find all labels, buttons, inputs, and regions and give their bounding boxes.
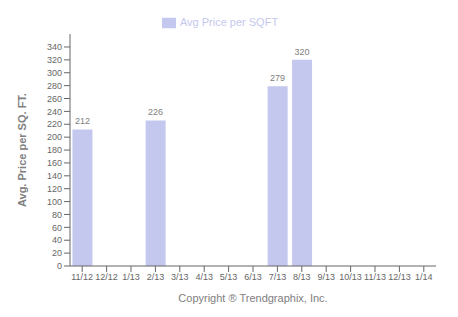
- svg-text:6/13: 6/13: [244, 272, 262, 282]
- svg-text:Avg. Price per SQ. FT.: Avg. Price per SQ. FT.: [16, 93, 28, 207]
- svg-text:340: 340: [47, 42, 62, 52]
- svg-text:12/13: 12/13: [388, 272, 411, 282]
- html-text:Avg Price per SQFT: Avg Price per SQFT: [179, 16, 279, 28]
- svg-text:180: 180: [47, 145, 62, 155]
- svg-text:100: 100: [47, 197, 62, 207]
- svg-text:240: 240: [47, 107, 62, 117]
- svg-text:226: 226: [148, 107, 163, 117]
- svg-text:300: 300: [47, 68, 62, 78]
- svg-text:3/13: 3/13: [171, 272, 189, 282]
- svg-text:120: 120: [47, 184, 62, 194]
- svg-text:320: 320: [47, 55, 62, 65]
- svg-text:320: 320: [295, 47, 310, 57]
- svg-text:1/14: 1/14: [415, 272, 433, 282]
- svg-text:200: 200: [47, 132, 62, 142]
- svg-text:10/13: 10/13: [339, 272, 362, 282]
- svg-text:9/13: 9/13: [317, 272, 335, 282]
- svg-text:11/13: 11/13: [364, 272, 386, 282]
- svg-text:5/13: 5/13: [220, 272, 238, 282]
- svg-text:4/13: 4/13: [195, 272, 213, 282]
- svg-text:80: 80: [52, 210, 62, 220]
- svg-text:140: 140: [47, 171, 62, 181]
- svg-text:220: 220: [47, 119, 62, 129]
- svg-text:Copyright ® Trendgraphix, Inc.: Copyright ® Trendgraphix, Inc.: [178, 292, 327, 304]
- svg-text:0: 0: [57, 261, 62, 271]
- svg-text:60: 60: [52, 223, 62, 233]
- svg-text:280: 280: [47, 81, 62, 91]
- svg-text:40: 40: [52, 235, 62, 245]
- svg-text:2/13: 2/13: [147, 272, 165, 282]
- svg-text:7/13: 7/13: [269, 272, 287, 282]
- svg-text:20: 20: [52, 248, 62, 258]
- svg-text:279: 279: [270, 73, 285, 83]
- svg-text:212: 212: [75, 116, 90, 126]
- svg-text:8/13: 8/13: [293, 272, 311, 282]
- svg-text:12/12: 12/12: [95, 272, 118, 282]
- svg-text:260: 260: [47, 94, 62, 104]
- svg-text:160: 160: [47, 158, 62, 168]
- svg-text:1/13: 1/13: [122, 272, 140, 282]
- svg-text:11/12: 11/12: [71, 272, 93, 282]
